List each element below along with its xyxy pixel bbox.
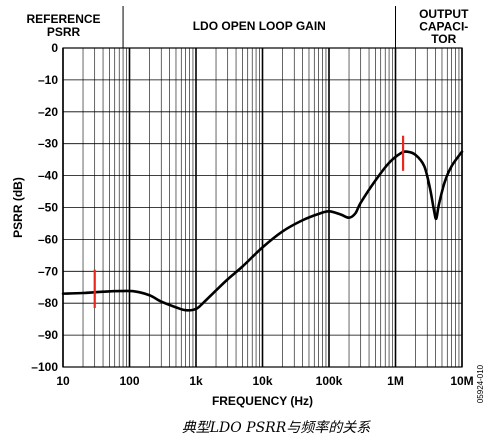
x-tick-label: 10k [252, 374, 272, 388]
x-tick-labels: 10 100 1k 10k 100k 1M 10M [56, 374, 473, 388]
y-axis-title: PSRR (dB) [11, 177, 25, 238]
psrr-series-line [61, 150, 464, 312]
region-dividers [122, 6, 396, 48]
y-tick-label: –80 [38, 296, 58, 310]
y-tick-label: –70 [38, 264, 58, 278]
x-tick-label: 1k [189, 374, 203, 388]
x-tick-label: 100 [119, 374, 139, 388]
figure-id: 05924-010 [476, 364, 485, 403]
y-tick-label: –20 [38, 105, 58, 119]
plot-frame [62, 47, 463, 368]
region-label-output-capacitor: OUTPUT [419, 7, 469, 21]
region-label-output-capacitor: CAPACI- [419, 20, 468, 34]
x-tick-label: 10 [56, 374, 70, 388]
y-tick-label: –60 [38, 232, 58, 246]
x-axis-title: FREQUENCY (Hz) [212, 394, 313, 408]
y-tick-label: –100 [31, 360, 58, 374]
y-tick-label: 0 [51, 41, 58, 55]
markers [93, 135, 405, 308]
y-tick-label: –50 [38, 201, 58, 215]
region-label-reference-psrr: PSRR [47, 25, 81, 39]
y-tick-label: –40 [38, 169, 58, 183]
x-tick-label: 1M [387, 374, 404, 388]
grid-lines [62, 47, 463, 368]
x-tick-label: 10M [450, 374, 473, 388]
region-label-ldo-open-loop-gain: LDO OPEN LOOP GAIN [193, 19, 326, 33]
x-tick-label: 100k [316, 374, 343, 388]
y-tick-label: –30 [38, 137, 58, 151]
y-tick-labels: 0 –10 –20 –30 –40 –50 –60 –70 –80 –90 –100 [31, 41, 58, 374]
region-label-reference-psrr: REFERENCE [27, 12, 101, 26]
y-tick-label: –90 [38, 328, 58, 342]
figure-caption: 典型LDO PSRR与频率的关系 [182, 420, 372, 436]
y-tick-label: –10 [38, 73, 58, 87]
region-label-output-capacitor: TOR [431, 32, 456, 46]
